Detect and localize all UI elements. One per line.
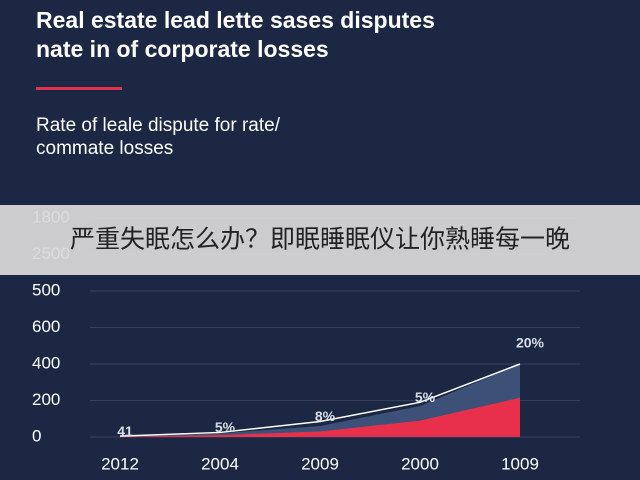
chart-subtitle: commate losses [36, 138, 173, 159]
area [120, 397, 520, 437]
y-tick-label: 0 [32, 426, 41, 445]
line [119, 363, 521, 437]
x-tick-label: 2000 [401, 454, 439, 473]
y-tick-label: 500 [32, 280, 60, 299]
chart-subtitle: Rate of leale dispute for rate/ [36, 115, 281, 136]
area [120, 364, 520, 437]
y-tick-label: 400 [32, 353, 60, 372]
annotation: 5% [415, 389, 436, 405]
y-tick-label: 600 [32, 317, 60, 336]
overlay-text: 严重失眠怎么办？即眠睡眠仪让你熟睡每一晚 [70, 226, 570, 254]
annotation: 41 [117, 423, 133, 439]
annotation: 8% [315, 408, 336, 424]
y-tick-label: 200 [32, 390, 60, 409]
title-underline [36, 87, 122, 90]
chart-title: Real estate lead lette sases disputes [36, 7, 435, 33]
chart-title: nate in of corporate losses [36, 36, 329, 62]
x-tick-label: 1009 [501, 454, 539, 473]
x-tick-label: 2004 [201, 454, 239, 473]
overlay-banner [0, 205, 640, 275]
x-tick-label: 2009 [301, 454, 339, 473]
x-tick-label: 2012 [101, 454, 139, 473]
annotation: 5% [215, 419, 236, 435]
annotation: 20% [516, 335, 545, 351]
